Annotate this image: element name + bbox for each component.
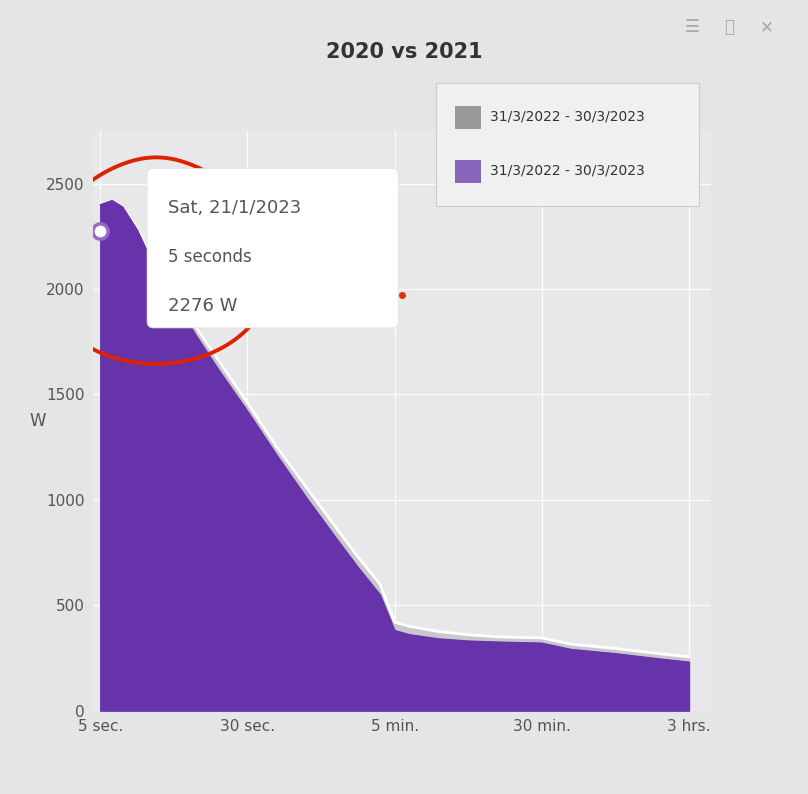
Text: 31/3/2022 - 30/3/2023: 31/3/2022 - 30/3/2023 [490,164,646,178]
Text: 2020 vs 2021: 2020 vs 2021 [326,41,482,62]
Y-axis label: W: W [30,412,46,430]
Text: 2276 W: 2276 W [168,298,238,315]
Text: 31/3/2022 - 30/3/2023: 31/3/2022 - 30/3/2023 [490,110,646,124]
Text: ✕: ✕ [760,18,774,36]
Text: ☰: ☰ [685,18,700,36]
Text: Sat, 21/1/2023: Sat, 21/1/2023 [168,199,301,217]
Text: 5 seconds: 5 seconds [168,249,252,266]
Text: ⤢: ⤢ [725,18,734,36]
